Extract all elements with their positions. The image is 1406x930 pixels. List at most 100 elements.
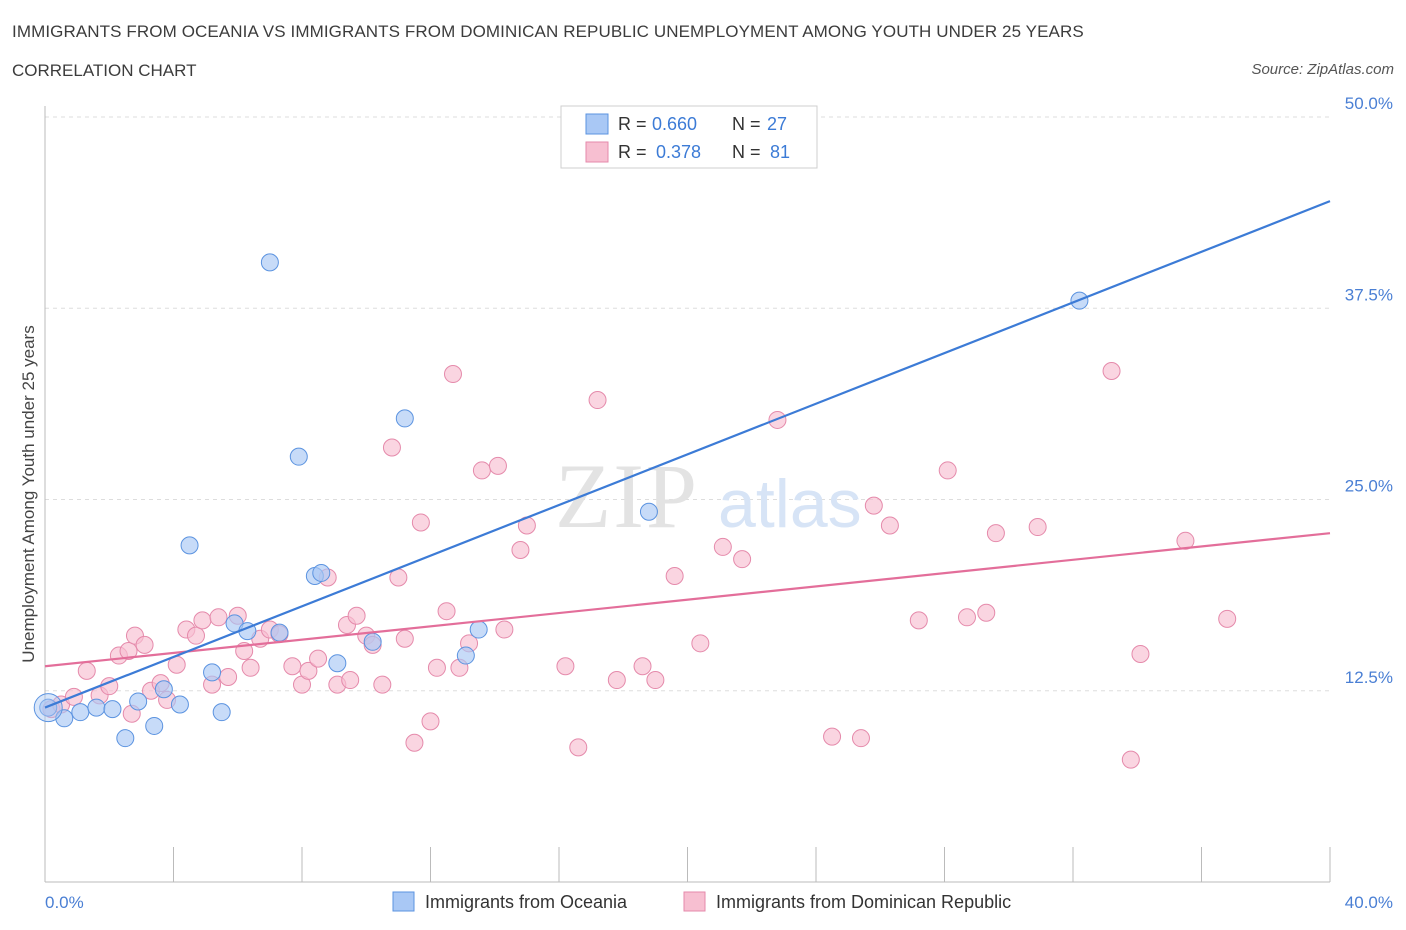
- point-oceania: [469, 620, 488, 639]
- x-ticks: [44, 847, 1331, 882]
- point-dominican-republic: [495, 620, 514, 639]
- point-dominican-republic: [1028, 518, 1047, 537]
- point-dominican-republic: [1131, 645, 1150, 664]
- legend-swatch-blue: [585, 113, 609, 135]
- y-tick-label: 50.0%: [1345, 94, 1393, 113]
- point-dominican-republic: [472, 461, 491, 480]
- point-dominican-republic: [588, 391, 607, 410]
- point-dominican-republic: [373, 675, 392, 694]
- point-dominican-republic: [77, 661, 96, 680]
- point-dominican-republic: [488, 456, 507, 475]
- point-dominican-republic: [880, 516, 899, 535]
- point-dominican-republic: [607, 671, 626, 690]
- point-dominican-republic: [443, 365, 462, 384]
- series-oceania-points: [33, 253, 1089, 748]
- point-dominican-republic: [569, 738, 588, 757]
- watermark-atlas: atlas: [718, 466, 862, 542]
- point-oceania: [116, 729, 135, 748]
- point-oceania: [456, 646, 475, 665]
- point-oceania: [103, 700, 122, 719]
- point-dominican-republic: [427, 658, 446, 677]
- point-dominican-republic: [665, 567, 684, 585]
- bottom-legend-swatch-pink: [683, 891, 706, 912]
- point-dominican-republic: [119, 641, 138, 660]
- point-dominican-republic: [309, 649, 328, 668]
- bottom-legend-swatch-blue: [392, 891, 415, 912]
- correlation-legend: R = 0.660 N = 27 R = 0.378 N = 81: [560, 105, 818, 169]
- bottom-legend-label-oceania: Immigrants from Oceania: [425, 892, 628, 912]
- legend-n-label-2: N =: [732, 142, 761, 162]
- point-oceania: [55, 709, 74, 728]
- point-oceania: [639, 502, 658, 521]
- point-dominican-republic: [823, 727, 842, 746]
- point-oceania: [39, 698, 58, 717]
- legend-n-value-1: 27: [767, 114, 787, 134]
- point-dominican-republic: [1218, 609, 1237, 628]
- chart-subtitle: CORRELATION CHART: [12, 61, 197, 80]
- point-dominican-republic: [909, 611, 928, 630]
- point-oceania: [260, 253, 279, 272]
- point-oceania: [71, 703, 90, 722]
- point-oceania: [145, 716, 164, 735]
- point-dominican-republic: [938, 461, 957, 480]
- chart-title: IMMIGRANTS FROM OCEANIA VS IMMIGRANTS FR…: [12, 22, 1084, 41]
- legend-r-value-2: 0.378: [656, 142, 701, 162]
- point-dominican-republic: [283, 657, 302, 676]
- point-dominican-republic: [219, 667, 238, 686]
- point-oceania: [170, 695, 189, 714]
- point-dominican-republic: [241, 658, 260, 677]
- legend-r-value-1: 0.660: [652, 114, 697, 134]
- legend-n-value-2: 81: [770, 142, 790, 162]
- point-dominican-republic: [646, 671, 665, 690]
- point-dominican-republic: [864, 496, 883, 515]
- source-attribution: Source: ZipAtlas.com: [1251, 61, 1394, 78]
- bottom-legend-label-dominican: Immigrants from Dominican Republic: [716, 892, 1011, 912]
- point-dominican-republic: [986, 524, 1005, 543]
- point-oceania: [312, 563, 331, 582]
- point-oceania-large: [33, 693, 63, 723]
- x-tick-label-max: 40.0%: [1345, 893, 1393, 912]
- point-dominican-republic: [556, 657, 575, 676]
- point-dominican-republic: [405, 733, 424, 752]
- axes: [44, 106, 1331, 883]
- point-dominican-republic: [382, 438, 401, 457]
- point-oceania: [180, 536, 199, 555]
- point-dominican-republic: [1102, 361, 1121, 380]
- point-oceania: [87, 698, 106, 717]
- point-dominican-republic: [347, 606, 366, 625]
- watermark: ZIP atlas: [555, 445, 862, 547]
- point-oceania: [363, 632, 382, 651]
- trendline-dominican-republic: [44, 532, 1331, 668]
- point-dominican-republic: [733, 550, 752, 569]
- point-dominican-republic: [851, 729, 870, 748]
- point-dominican-republic: [1121, 750, 1140, 769]
- point-dominican-republic: [633, 657, 652, 676]
- y-tick-labels: 12.5% 25.0% 37.5% 50.0%: [1345, 94, 1393, 687]
- series-legend: Immigrants from Oceania Immigrants from …: [392, 891, 1011, 912]
- watermark-zip: ZIP: [555, 445, 699, 547]
- point-dominican-republic: [1176, 531, 1195, 550]
- point-dominican-republic: [411, 513, 430, 532]
- point-dominican-republic: [193, 611, 212, 630]
- point-dominican-republic: [957, 608, 976, 627]
- point-dominican-republic: [511, 540, 530, 559]
- legend-swatch-pink: [585, 141, 609, 163]
- point-dominican-republic: [186, 626, 205, 645]
- legend-r-label-2: R =: [618, 142, 647, 162]
- point-oceania: [129, 692, 148, 711]
- point-oceania: [289, 447, 308, 466]
- point-dominican-republic: [691, 634, 710, 653]
- point-dominican-republic: [977, 603, 996, 622]
- x-tick-label-min: 0.0%: [45, 893, 84, 912]
- point-dominican-republic: [135, 635, 154, 654]
- point-dominican-republic: [341, 671, 360, 690]
- point-oceania: [270, 623, 289, 642]
- y-tick-label: 12.5%: [1345, 668, 1393, 687]
- y-axis-label: Unemployment Among Youth under 25 years: [19, 325, 38, 662]
- point-oceania: [154, 680, 173, 699]
- point-dominican-republic: [395, 629, 414, 648]
- point-dominican-republic: [437, 602, 456, 621]
- point-oceania: [212, 703, 231, 722]
- point-oceania: [203, 663, 222, 682]
